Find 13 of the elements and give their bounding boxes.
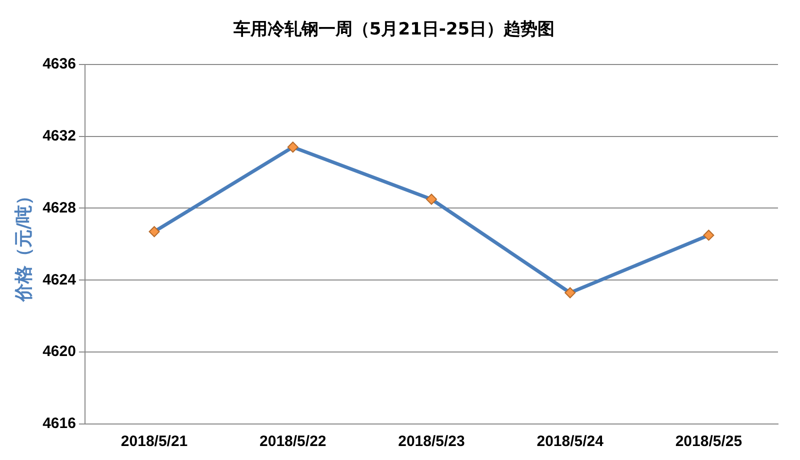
chart-title: 车用冷轧钢一周（5月21日-25日）趋势图 — [232, 20, 555, 40]
y-tick-label: 4616 — [42, 415, 76, 432]
x-tick-label: 2018/5/21 — [120, 433, 188, 450]
x-tick-label: 2018/5/22 — [260, 433, 326, 450]
x-tick-label: 2018/5/25 — [675, 433, 742, 450]
y-tick-label: 4628 — [42, 199, 76, 216]
x-tick-label: 2018/5/24 — [536, 433, 604, 450]
y-tick-label: 4636 — [42, 56, 76, 73]
x-tick-label: 2018/5/23 — [398, 433, 465, 450]
y-tick-label: 4620 — [42, 343, 76, 360]
y-tick-label: 4632 — [42, 127, 76, 144]
y-axis-title: 价格（元/吨） — [13, 186, 34, 302]
y-tick-label: 4624 — [42, 271, 77, 288]
